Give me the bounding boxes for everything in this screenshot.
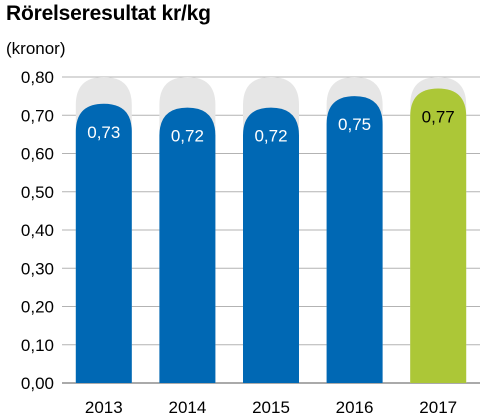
- bar-2016: [326, 96, 383, 383]
- y-tick-label: 0,00: [21, 374, 54, 393]
- bar-2015: [243, 107, 299, 383]
- value-label: 0,72: [171, 127, 204, 146]
- value-label: 0,75: [338, 115, 371, 134]
- x-tick-label: 2014: [168, 398, 206, 417]
- bar-2017: [410, 88, 467, 383]
- y-tick-label: 0,40: [21, 221, 54, 240]
- bar-2013: [75, 103, 132, 384]
- x-tick-label: 2015: [252, 398, 290, 417]
- y-tick-label: 0,30: [21, 259, 54, 278]
- y-tick-label: 0,60: [21, 145, 54, 164]
- y-tick-label: 0,50: [21, 183, 54, 202]
- value-label: 0,72: [254, 127, 287, 146]
- value-labels: 0,73 0,72 0,72 0,75 0,77: [87, 107, 454, 145]
- value-label: 0,77: [422, 107, 455, 126]
- y-tick-label: 0,80: [21, 68, 54, 87]
- y-tick-label: 0,20: [21, 298, 54, 317]
- y-tick-label: 0,70: [21, 106, 54, 125]
- x-tick-label: 2016: [336, 398, 374, 417]
- bars: [75, 88, 467, 384]
- y-axis-ticks: 0,00 0,10 0,20 0,30 0,40 0,50 0,60 0,70 0,80: [21, 68, 54, 393]
- x-tick-label: 2017: [419, 398, 457, 417]
- y-tick-label: 0,10: [21, 336, 54, 355]
- y-axis-unit-label: (kronor): [6, 39, 66, 58]
- bar-2014: [159, 107, 216, 383]
- value-label: 0,73: [87, 123, 120, 142]
- x-axis-ticks: 2013 2014 2015 2016 2017: [85, 398, 457, 417]
- chart-title: Rörelseresultat kr/kg: [6, 2, 211, 25]
- x-tick-label: 2013: [85, 398, 123, 417]
